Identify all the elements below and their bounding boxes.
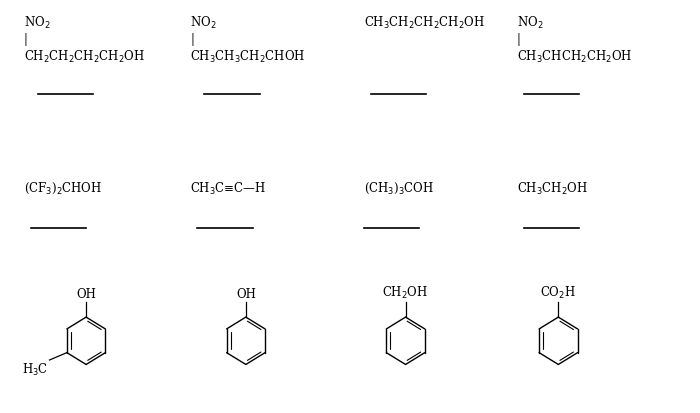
Text: NO$_2$
|
CH$_2$CH$_2$CH$_2$CH$_2$OH: NO$_2$ | CH$_2$CH$_2$CH$_2$CH$_2$OH [24,15,145,64]
Text: NO$_2$
|
CH$_3$CHCH$_2$CH$_2$OH: NO$_2$ | CH$_3$CHCH$_2$CH$_2$OH [517,15,632,64]
Text: NO$_2$
|
CH$_3$CH$_3$CH$_2$CHOH: NO$_2$ | CH$_3$CH$_3$CH$_2$CHOH [190,15,306,64]
Text: CH$_2$OH: CH$_2$OH [382,284,428,300]
Text: CO$_2$H: CO$_2$H [540,284,576,300]
Text: OH: OH [76,287,96,300]
Text: (CH$_3$)$_3$COH: (CH$_3$)$_3$COH [364,180,434,195]
Text: (CF$_3$)$_2$CHOH: (CF$_3$)$_2$CHOH [24,180,101,195]
Text: CH$_3$CH$_2$CH$_2$CH$_2$OH: CH$_3$CH$_2$CH$_2$CH$_2$OH [364,15,485,31]
Text: OH: OH [236,287,256,300]
Text: CH$_3$CH$_2$OH: CH$_3$CH$_2$OH [517,180,588,196]
Text: CH$_3$C≡C—H: CH$_3$C≡C—H [190,180,267,196]
Text: H$_3$C: H$_3$C [22,361,48,377]
